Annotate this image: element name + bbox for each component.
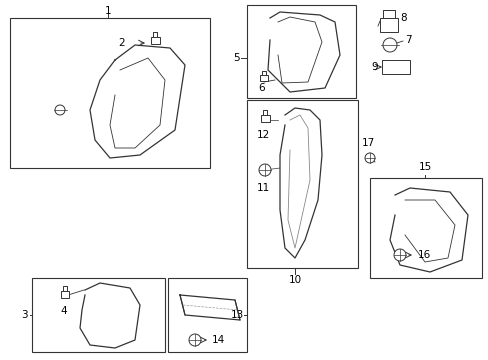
Text: 14: 14: [212, 335, 225, 345]
Text: 13: 13: [230, 310, 244, 320]
Text: 17: 17: [361, 138, 374, 148]
Text: 10: 10: [288, 275, 301, 285]
Bar: [168, 278, 246, 352]
Text: 8: 8: [399, 13, 406, 23]
Bar: [260, 114, 269, 122]
Text: 6: 6: [258, 83, 265, 93]
Circle shape: [393, 249, 405, 261]
Text: 9: 9: [370, 62, 377, 72]
Bar: [246, 5, 355, 98]
Circle shape: [189, 334, 201, 346]
Bar: [260, 75, 267, 81]
Bar: [61, 291, 69, 297]
Bar: [381, 60, 409, 74]
Circle shape: [364, 153, 374, 163]
Bar: [10, 18, 209, 168]
Bar: [32, 278, 164, 352]
Text: 4: 4: [61, 306, 67, 316]
Bar: [369, 178, 481, 278]
Text: 11: 11: [256, 183, 269, 193]
Bar: [150, 36, 159, 44]
Text: 7: 7: [404, 35, 411, 45]
Text: 3: 3: [21, 310, 28, 320]
Text: 1: 1: [104, 6, 111, 16]
Text: 15: 15: [418, 162, 431, 172]
Circle shape: [382, 38, 396, 52]
Text: 16: 16: [417, 250, 430, 260]
Bar: [379, 18, 397, 32]
Circle shape: [55, 105, 65, 115]
Text: 5: 5: [233, 53, 240, 63]
Circle shape: [259, 164, 270, 176]
Text: 2: 2: [118, 38, 125, 48]
Text: 12: 12: [256, 130, 269, 140]
Bar: [246, 100, 357, 268]
